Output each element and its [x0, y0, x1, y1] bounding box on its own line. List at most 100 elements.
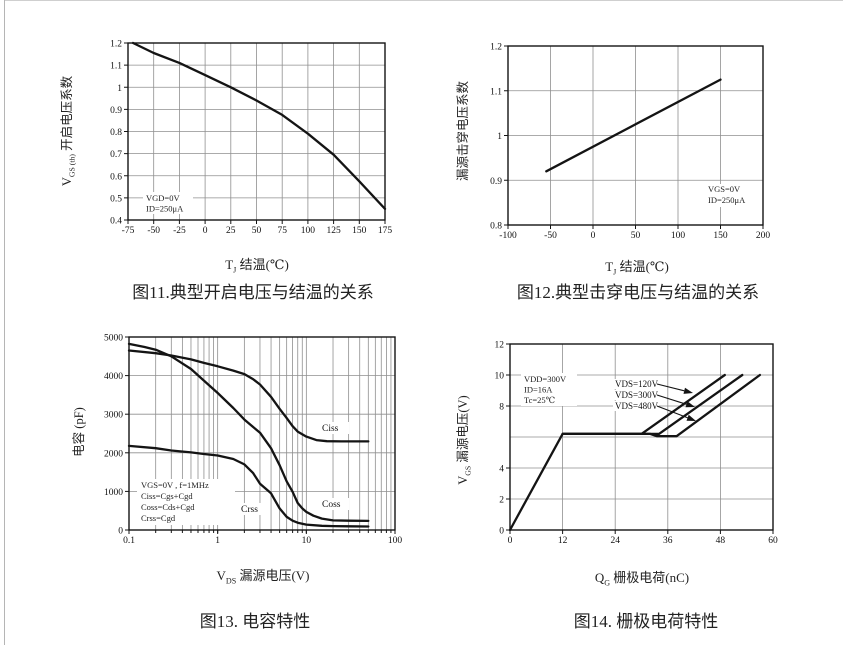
x-tick-label: -25 — [173, 226, 186, 236]
x-title-rest: 漏源电压(V) — [236, 568, 310, 583]
y-tick-label: 1000 — [104, 488, 123, 498]
y-title-main: 电容 (pF) — [71, 407, 86, 457]
x-tick-label: 50 — [252, 226, 262, 236]
figure-11-chart: -75 -50 -25 0 25 50 75 100 125 150 175 0.4 0.5 0.6 0.7… — [110, 40, 392, 237]
x-tick-label: 100 — [388, 536, 403, 546]
x-tick-label: 1 — [215, 536, 220, 546]
curve-- — [545, 78, 722, 173]
curve-label: Crss — [241, 505, 258, 515]
x-tick-label: 25 — [226, 226, 236, 236]
legend-arrow-head — [686, 414, 696, 421]
curve-vds-480v — [561, 373, 762, 438]
x-title-main: Q — [594, 570, 605, 585]
figure-14-x-axis-title: QG 栅极电荷(nC) — [595, 567, 689, 588]
y-title-main: 漏源击穿电压系数 — [455, 80, 470, 182]
page-border-left — [4, 0, 5, 645]
x-tick-label: 0 — [203, 226, 208, 236]
y-tick-label: 2 — [499, 496, 504, 506]
y-title-main: V — [455, 475, 470, 485]
legend-arrow-head — [683, 387, 693, 394]
annotation-line: VGD=0V — [146, 193, 180, 203]
annotation-line: Crss=Cgd — [141, 513, 176, 523]
y-tick-label: 4000 — [104, 372, 123, 382]
x-tick-label: -100 — [499, 231, 517, 241]
y-tick-label: 0.7 — [110, 150, 122, 160]
y-tick-label: 8 — [499, 403, 504, 413]
curve-coss — [127, 342, 370, 523]
y-tick-label: 2000 — [104, 449, 123, 459]
x-tick-label: 24 — [610, 536, 620, 546]
x-tick-label: 50 — [631, 231, 641, 241]
figure-11-caption: 图11.典型开启电压与结温的关系 — [132, 283, 374, 302]
y-title-rest: 开启电压系数 — [59, 75, 74, 155]
legend-label: VDS=120V — [615, 379, 659, 389]
annotation-line: VGS=0V , f=1MHz — [141, 480, 209, 490]
curve-label-bg — [319, 422, 349, 434]
curve-label: Ciss — [322, 424, 339, 434]
x-title-sub: G — [604, 578, 611, 588]
x-title-sub: J — [613, 267, 617, 277]
annotation-line: Ciss=Cgs+Cgd — [141, 491, 193, 501]
y-tick-label: 0.6 — [110, 172, 122, 182]
x-tick-label: -50 — [544, 231, 557, 241]
annotation-bg — [705, 184, 759, 207]
legend-label: VDS=300V — [615, 390, 659, 400]
annotation-bg — [521, 373, 577, 406]
figure-13-y-axis-title: 电容 (pF) — [68, 407, 89, 457]
y-title-sub: GS — [463, 465, 473, 476]
figure-14-caption: 图14. 栅极电荷特性 — [573, 612, 719, 631]
x-title-sub: J — [233, 265, 237, 275]
y-title-rest: 漏源电压(V) — [455, 395, 470, 466]
x-title-rest: 结温(℃) — [616, 259, 669, 274]
annotation-line: ID=250μA — [708, 195, 746, 205]
y-tick-label: 1 — [117, 84, 122, 94]
figure-13-caption: 图13. 电容特性 — [199, 612, 311, 631]
y-tick-label: 1.1 — [490, 87, 502, 97]
annotation-bg — [137, 479, 235, 525]
annotation-line: VDD=300V — [524, 374, 567, 384]
y-tick-label: 0.9 — [490, 177, 502, 187]
x-title-rest: 结温(℃) — [236, 257, 289, 272]
x-title-sub: DS — [225, 576, 237, 586]
figure-12-chart: -100 -50 0 50 100 150 200 0.8 0.9 1 1.1 1.2 VGS=0VID… — [490, 43, 770, 242]
y-tick-label: 1.1 — [110, 62, 122, 72]
x-tick-label: 75 — [277, 226, 287, 236]
x-tick-label: 0 — [591, 231, 596, 241]
annotation-line: Coss=Cds+Cgd — [141, 502, 195, 512]
x-title-rest: 栅极电荷(nC) — [610, 570, 690, 585]
curve-ciss — [127, 349, 370, 443]
y-title-main: V — [59, 177, 74, 187]
curve-vgs-th- — [131, 41, 387, 211]
legend-label-bg — [613, 379, 659, 389]
y-tick-label: 12 — [495, 341, 505, 351]
annotation-line: Tc=25℃ — [524, 395, 555, 405]
x-tick-label: 48 — [716, 536, 726, 546]
figure-12-caption: 图12.典型击穿电压与结温的关系 — [516, 283, 760, 302]
figure-11-y-axis-title: VGS (th) 开启电压系数 — [56, 76, 77, 186]
x-tick-label: 12 — [558, 536, 568, 546]
legend-arrow-head — [685, 401, 695, 408]
annotation-line: VGS=0V — [708, 184, 741, 194]
x-title-main: T — [605, 259, 614, 274]
figure-14-chart: 0 12 24 36 48 6002481012VDD=300VID=16ATc=25℃V… — [495, 341, 779, 547]
x-tick-label: 60 — [768, 536, 778, 546]
legend-arrow-line — [656, 383, 685, 392]
annotation-bg — [143, 192, 193, 214]
x-tick-label: 200 — [756, 231, 771, 241]
y-tick-label: 4 — [499, 465, 504, 475]
x-tick-label: 0 — [508, 536, 513, 546]
legend-arrow-line — [656, 405, 688, 419]
figure-12-y-axis-title: 漏源击穿电压系数 — [452, 81, 473, 181]
x-tick-label: -75 — [122, 226, 135, 236]
curve-label-bg — [238, 503, 268, 515]
plot-border — [509, 343, 774, 531]
curve-label-bg — [319, 498, 349, 510]
y-tick-label: 10 — [495, 372, 505, 382]
y-tick-label: 1 — [497, 132, 502, 142]
x-tick-label: 0.1 — [123, 536, 135, 546]
x-tick-label: 150 — [352, 226, 367, 236]
x-tick-label: 10 — [302, 536, 312, 546]
y-tick-label: 0.5 — [110, 194, 122, 204]
figure-11-x-axis-title: TJ 结温(℃) — [225, 254, 289, 275]
